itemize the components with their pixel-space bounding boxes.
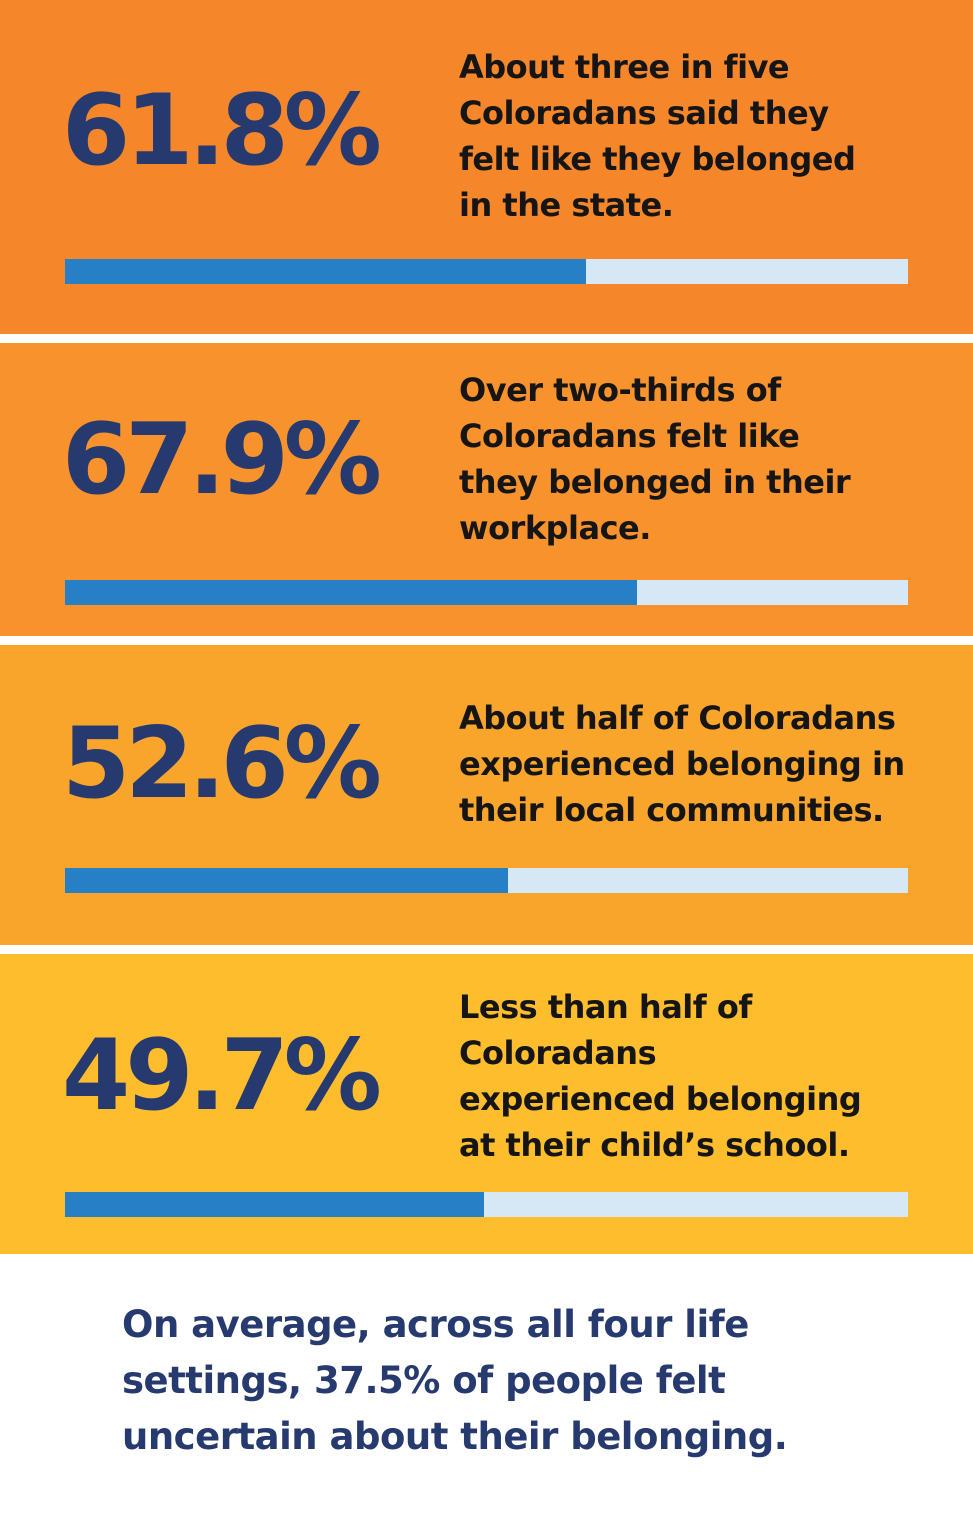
stat-panel-state: 61.8% About three in five Coloradans sai… [0,0,973,334]
stat-percent: 61.8% [62,74,382,188]
bar-track [65,580,908,605]
summary-line: On average, across all four life [122,1303,749,1346]
bar-track [65,868,908,893]
bar-track [65,259,908,284]
bar-track [65,1192,908,1217]
bar-fill [65,868,509,893]
stat-description: Over two-thirds of Coloradans felt like … [459,367,929,551]
summary-line: settings, 37.5% of people felt [122,1359,726,1402]
stat-percent: 49.7% [62,1019,382,1133]
stat-percent: 67.9% [62,403,382,517]
description-line: About half of Coloradans [459,699,896,737]
description-line: their local communities. [459,791,884,829]
stat-description: Less than half of Coloradans experienced… [459,984,929,1168]
description-line: experienced belonging [459,1080,862,1118]
summary-line: uncertain about their belonging. [122,1415,788,1458]
summary-text: On average, across all four life setting… [122,1297,942,1465]
description-line: at their child’s school. [459,1126,850,1164]
stat-percent: 52.6% [62,707,382,821]
bar-fill [65,1192,484,1217]
stat-description: About three in five Coloradans said they… [459,44,929,228]
description-line: in the state. [459,186,674,224]
stat-panel-community: 52.6% About half of Coloradans experienc… [0,645,973,945]
bar-fill [65,580,638,605]
description-line: they belonged in their [459,463,851,501]
description-line: Over two-thirds of [459,371,781,409]
description-line: felt like they belonged [459,140,856,178]
stat-panel-school: 49.7% Less than half of Coloradans exper… [0,954,973,1254]
stat-description: About half of Coloradans experienced bel… [459,695,929,833]
description-line: Coloradans [459,1034,657,1072]
stat-panel-workplace: 67.9% Over two-thirds of Coloradans felt… [0,343,973,636]
description-line: experienced belonging in [459,745,905,783]
description-line: Less than half of [459,988,752,1026]
bar-fill [65,259,586,284]
description-line: workplace. [459,509,651,547]
description-line: Coloradans said they [459,94,829,132]
description-line: Coloradans felt like [459,417,800,455]
description-line: About three in five [459,48,790,86]
